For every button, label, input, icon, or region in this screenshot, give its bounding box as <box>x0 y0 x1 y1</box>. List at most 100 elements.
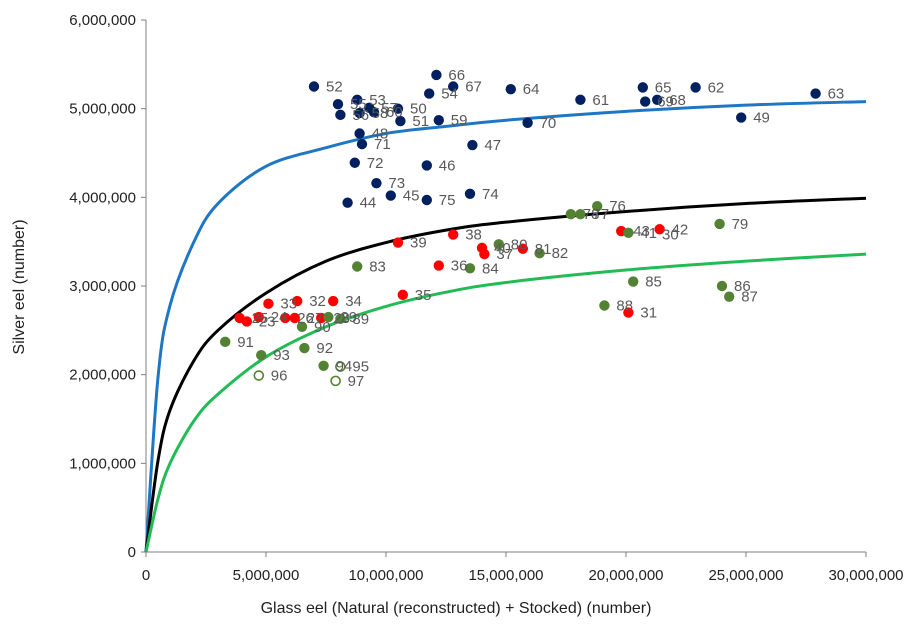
data-point <box>332 99 344 110</box>
data-label: 65 <box>655 79 672 96</box>
data-label: 91 <box>237 334 254 351</box>
data-point <box>292 295 303 307</box>
data-point <box>397 289 408 301</box>
data-point <box>565 208 576 220</box>
fit-curve-3 <box>144 252 867 553</box>
data-label: 67 <box>465 79 482 96</box>
data-label: 41 <box>640 225 657 242</box>
x-tick-label: 15,000,000 <box>468 567 543 584</box>
data-label: 82 <box>552 245 569 262</box>
data-point <box>652 94 663 106</box>
data-point <box>253 370 265 381</box>
data-label: 51 <box>412 113 429 130</box>
data-point <box>592 201 603 212</box>
data-label: 76 <box>609 198 626 215</box>
fitted-curves <box>144 100 867 553</box>
x-tick-label: 25,000,000 <box>708 567 783 584</box>
data-label: 23 <box>259 313 276 330</box>
data-point <box>716 280 728 292</box>
data-label: 35 <box>415 287 432 304</box>
fit-curve-1 <box>144 100 867 553</box>
data-label: 66 <box>448 67 465 84</box>
data-point <box>371 177 382 189</box>
data-point <box>354 128 365 139</box>
fit-curve-2 <box>144 196 867 553</box>
data-label: 49 <box>753 110 770 127</box>
data-label: 55 <box>350 96 367 113</box>
x-tick-label: 10,000,000 <box>348 567 423 584</box>
x-tick-label: 5,000,000 <box>233 567 300 584</box>
data-point <box>628 276 639 287</box>
data-label: 61 <box>592 92 609 109</box>
data-point <box>352 94 363 106</box>
data-point <box>385 190 396 201</box>
data-point <box>479 248 490 260</box>
data-label: 50 <box>410 101 427 118</box>
data-label: 39 <box>410 235 427 252</box>
data-point <box>690 82 701 93</box>
data-label: 46 <box>439 157 456 174</box>
x-tick-label: 0 <box>142 567 150 584</box>
data-label: 43 <box>633 223 650 240</box>
data-point <box>433 114 444 126</box>
data-point <box>640 96 651 107</box>
data-point <box>335 313 346 325</box>
x-tick-label: 30,000,000 <box>828 567 903 584</box>
data-point <box>395 115 406 127</box>
data-label: 62 <box>708 79 725 96</box>
data-label: 24 <box>271 309 288 326</box>
data-label: 44 <box>360 195 377 212</box>
axes: 0 1,000,000 2,000,000 3,000,000 4,000,000 5,0… <box>69 12 903 584</box>
data-label: 59 <box>451 112 468 129</box>
data-point <box>296 321 308 332</box>
data-label: 94 <box>336 358 353 375</box>
data-point <box>280 312 291 324</box>
data-label: 34 <box>345 293 362 310</box>
data-point <box>575 208 586 220</box>
data-label: 87 <box>741 289 758 306</box>
data-label: 97 <box>348 373 365 390</box>
data-label: 29 <box>340 309 357 326</box>
data-label: 37 <box>496 246 513 263</box>
y-axis-title: Silver eel (number) <box>11 219 28 354</box>
data-label: 80 <box>511 236 528 253</box>
data-point <box>736 112 747 123</box>
data-point <box>256 349 267 361</box>
data-point <box>431 69 442 81</box>
data-point <box>368 107 380 118</box>
data-point <box>289 312 300 324</box>
data-label: 89 <box>352 311 369 328</box>
data-label: 31 <box>640 305 657 322</box>
y-tick-label: 5,000,000 <box>69 101 136 118</box>
data-label: 93 <box>273 347 290 364</box>
data-point <box>356 138 368 150</box>
data-label: 52 <box>326 79 343 96</box>
data-label: 85 <box>645 274 662 291</box>
y-tick-label: 1,000,000 <box>69 455 136 472</box>
data-label: 90 <box>314 319 331 336</box>
data-point <box>421 160 432 171</box>
data-point <box>623 307 634 318</box>
data-point <box>392 237 404 248</box>
data-label: 72 <box>367 155 384 172</box>
data-point <box>522 117 533 129</box>
data-label: 60 <box>386 104 403 121</box>
data-label: 81 <box>535 241 552 258</box>
data-point <box>599 300 610 311</box>
data-label: 96 <box>271 368 288 385</box>
data-point <box>253 311 264 323</box>
data-point <box>448 229 459 240</box>
data-label: 56 <box>352 107 369 124</box>
data-label: 95 <box>352 359 369 376</box>
data-point <box>352 261 363 272</box>
data-label: 25 <box>252 310 269 327</box>
data-label: 36 <box>451 258 468 275</box>
data-label: 32 <box>309 293 326 310</box>
y-tick-label: 4,000,000 <box>69 189 136 206</box>
data-label: 73 <box>388 175 405 192</box>
data-point <box>424 88 435 99</box>
y-tick-label: 2,000,000 <box>69 367 136 384</box>
data-point <box>330 375 341 387</box>
data-label: 92 <box>316 340 333 357</box>
data-point <box>493 239 504 250</box>
